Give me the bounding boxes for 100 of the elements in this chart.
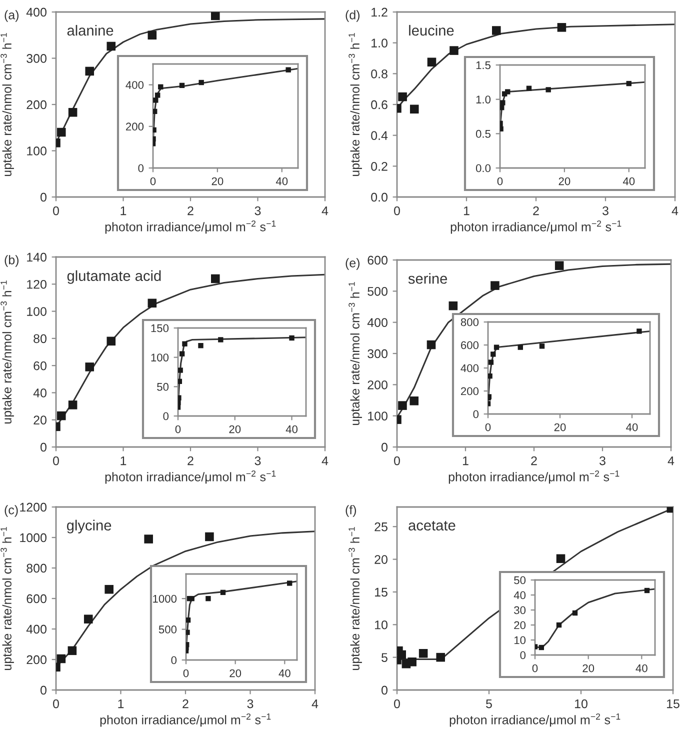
point [148,30,157,40]
y-tick-label: 0 [138,164,144,172]
y-tick-label: 0.0 [476,164,491,172]
y-tick-label: 0 [40,686,46,695]
point [189,596,194,602]
y-tick-label: 20 [514,621,526,630]
y-tick-label: 20 [374,555,388,564]
point [210,274,220,284]
y-tick-label: 600 [368,256,388,265]
x-tick-label: 4 [322,456,328,466]
point [488,373,492,379]
x-tick-label: 10 [575,699,588,708]
y-tick-label: 120 [27,280,46,289]
y-tick-label: 800 [460,318,479,326]
x-tick-label: 0 [532,664,538,672]
text: alanine [67,24,114,36]
y-tick-label: 500 [158,626,177,634]
y-tick-label: 5 [382,653,388,662]
point [68,400,78,410]
point [104,584,114,594]
point [85,362,94,372]
y-tick-label: 0.8 [371,69,388,78]
x-tick-label: 0 [394,456,400,466]
x-tick-label: 0 [53,456,59,466]
text: glutamate acid [67,270,161,284]
x-tick-label: 4 [312,699,318,708]
point [182,341,188,346]
y-tick-label: 0 [40,442,46,452]
x-tick-label: 1 [120,456,126,466]
y-tick-label: 25 [374,522,388,532]
point [84,614,93,624]
point [218,337,224,342]
y-tick-label: 150 [151,324,169,332]
x-tick-label: 40 [286,425,298,434]
y-tick-label: 200 [26,100,46,110]
y-tick-label: 0 [473,410,479,418]
y-tick-label: 800 [26,564,46,573]
point [557,23,566,32]
point [572,610,578,616]
x-tick-label: 4 [672,206,678,216]
x-tick-label: 1 [464,206,470,216]
y-tick-label: 200 [26,655,46,664]
x-tick-label: 2 [182,699,188,708]
x-tick-label: 4 [322,206,328,216]
y-tick-label: 100 [27,307,46,316]
point [289,335,294,341]
point [436,652,445,662]
point [426,340,436,350]
point [427,58,436,66]
x-tick-label: 0 [394,699,400,708]
y-tick-label: 100 [27,146,46,156]
y-tick-label: 140 [27,252,46,262]
text: serine [408,273,448,284]
point [286,67,291,72]
x-tick-label: 2 [531,456,537,466]
point [410,396,419,406]
point [418,649,428,658]
y-tick-label: 100 [368,412,388,420]
point [490,352,496,357]
point [210,12,220,20]
y-tick-label: 30 [514,606,526,614]
point [626,80,632,86]
point [505,89,510,94]
point [144,534,153,544]
y-tick-label: 50 [157,382,169,391]
point [490,281,500,290]
y-tick-label: 300 [26,54,46,63]
point [287,580,292,586]
y-tick-label: 400 [367,318,388,327]
x-axis-title: photon irradiance/μmol m$^{−2}$ s$^{−1}$ [448,470,620,484]
y-tick-label: 0.6 [371,100,388,110]
text: acetate [408,520,456,531]
x-axis-title: photon irradiance/μmol m$^{−2}$ s$^{−1}$ [450,220,622,234]
x-tick-label: 0 [53,699,59,708]
x-tick-label: 20 [229,425,241,434]
y-tick-label: 0.0 [371,192,388,202]
point [518,344,523,350]
point [178,378,182,384]
x-tick-label: 20 [558,177,570,186]
point [556,622,562,628]
point [106,42,116,51]
point [179,351,185,356]
y-tick-label: 1000 [20,533,46,542]
y-tick-label: 400 [26,624,46,634]
x-tick-label: 3 [602,206,608,216]
x-tick-label: 0 [183,669,189,678]
point [68,646,77,656]
y-tick-label: 0.4 [371,131,388,140]
y-tick-label: 10 [514,636,526,644]
x-axis-title: photon irradiance/μmol m$^{−2}$ s$^{−1}$ [450,713,620,727]
y-axis-title: uptake rate/nmol cm$^{−3}$ h$^{−1}$ [348,527,362,670]
text: (a) [4,10,18,22]
point [500,100,506,106]
y-tick-label: 1.5 [476,61,491,70]
y-tick-label: 0 [171,656,177,664]
x-tick-label: 4 [668,456,674,466]
text: (d) [346,10,360,22]
x-tick-label: 15 [667,699,680,708]
x-tick-label: 0 [497,177,503,186]
x-tick-label: 40 [276,177,288,186]
